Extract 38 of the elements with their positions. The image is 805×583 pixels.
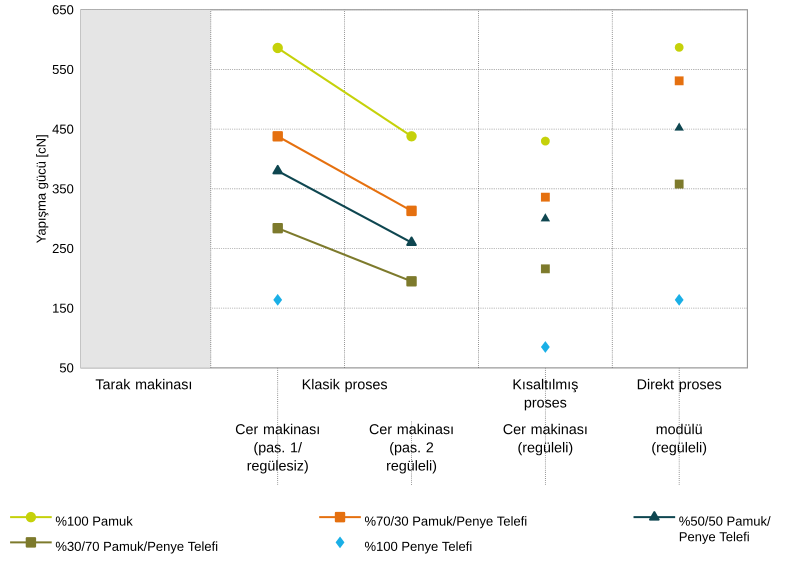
legend-label: %50/50 Pamuk/ Penye Telefi: [679, 516, 771, 544]
text: Kısaltılmış proses: [514, 379, 578, 411]
point: [674, 76, 684, 86]
x-tick-label: Cer makinası (pas. 1/ regülesiz): [236, 424, 319, 474]
point: [540, 214, 550, 222]
text: Klasik proses: [302, 379, 388, 392]
point: [273, 294, 282, 306]
point: [272, 223, 283, 234]
y-tick-label: 150: [53, 304, 74, 314]
point: [540, 341, 550, 353]
legend-label: %30/70 Pamuk/Penye Telefi: [56, 542, 218, 554]
point: [406, 131, 417, 142]
y-tick-label: 550: [52, 65, 74, 74]
point: [674, 122, 684, 131]
point: [674, 43, 684, 52]
y-tick-label: 450: [52, 124, 74, 134]
text: Direkt proses: [638, 379, 722, 392]
point: [406, 276, 417, 287]
legend-label: %70/30 Pamuk/Penye Telefi: [364, 516, 526, 529]
point: [272, 42, 283, 54]
legend-label: %100 Pamuk: [56, 516, 133, 526]
x-tick-label: modülü (regüleli): [652, 424, 706, 456]
point: [540, 192, 550, 202]
point: [272, 131, 283, 142]
y-tick-label: 250: [52, 244, 74, 254]
point: [674, 180, 684, 189]
y-tick-label: 650: [52, 5, 74, 15]
point: [540, 264, 550, 274]
point: [674, 294, 684, 306]
x-tick-label: Cer makinası (regüleli): [504, 424, 587, 456]
y-tick-label: 50: [60, 363, 74, 373]
y-tick-label: 350: [52, 184, 74, 194]
point: [406, 206, 417, 216]
x-tick-label: Tarak makinası: [96, 379, 192, 390]
point: [540, 136, 550, 146]
y-axis-title: Yapışma gücü [cN]: [36, 136, 48, 244]
legend-label: %100 Penye Telefi: [364, 542, 472, 554]
x-tick-label: Cer makinası (pas. 2 regüleli): [370, 424, 453, 474]
